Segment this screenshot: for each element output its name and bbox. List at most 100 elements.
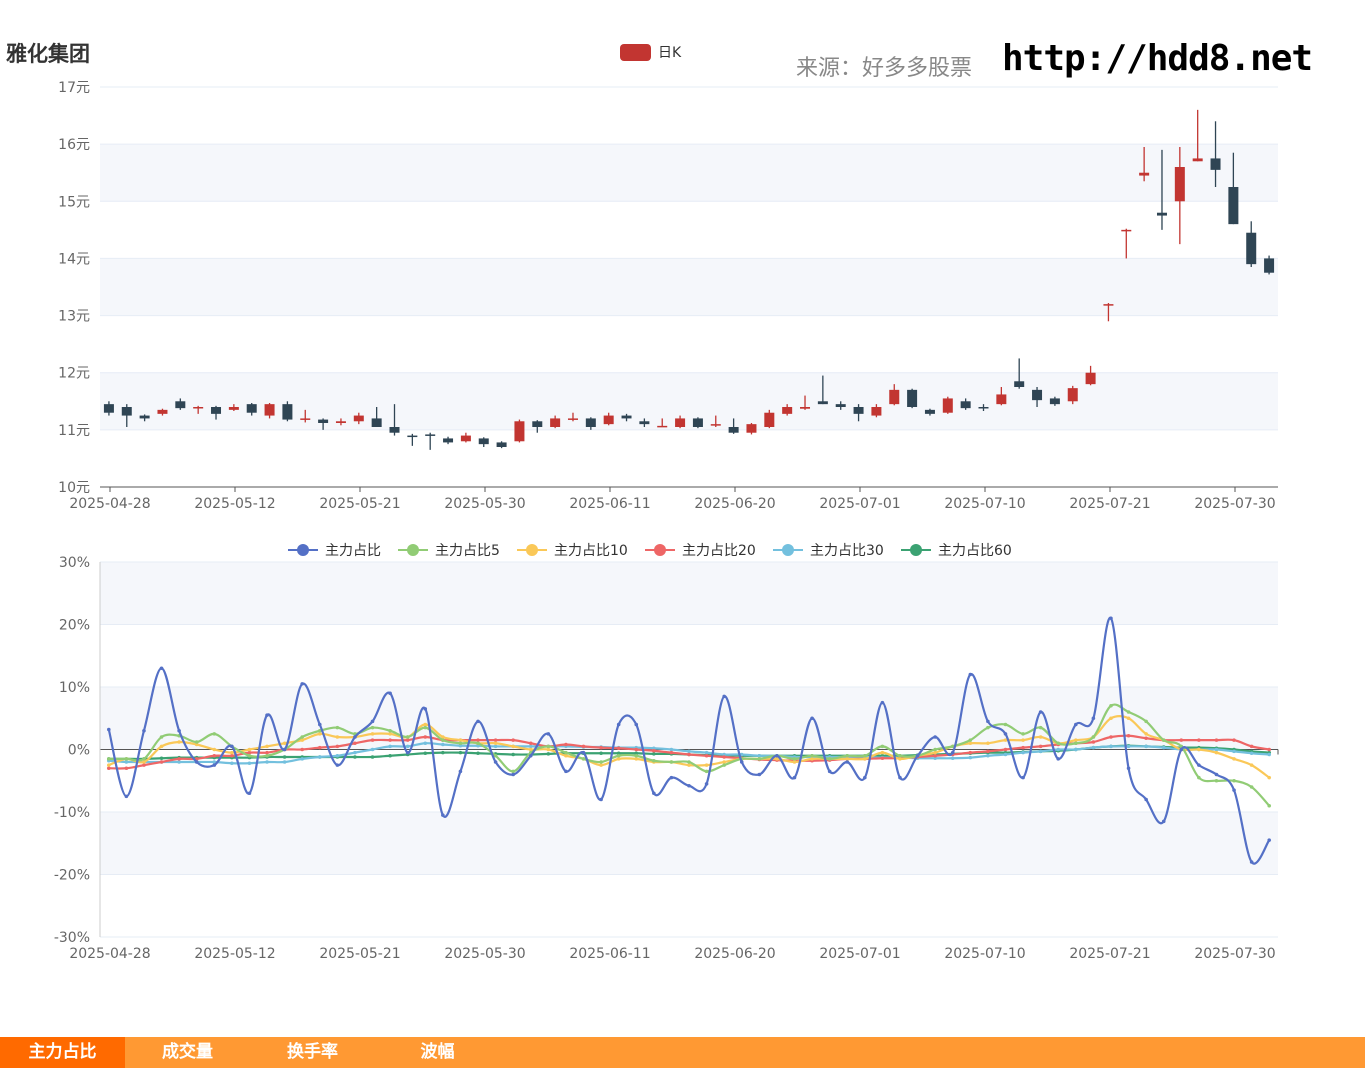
series-point-2 — [1038, 735, 1043, 739]
series-point-3 — [933, 753, 937, 758]
series-point-3 — [564, 742, 568, 747]
x-tick-label: 2025-07-01 — [819, 946, 900, 962]
series-point-0 — [1091, 716, 1096, 721]
candle-body — [228, 407, 239, 410]
candle-body — [353, 415, 364, 422]
candle-body — [782, 407, 793, 414]
series-point-5 — [616, 751, 621, 756]
y-tick-label: -20% — [54, 868, 90, 884]
candle-body — [193, 407, 204, 409]
series-point-3 — [265, 750, 269, 755]
series-point-1 — [792, 757, 797, 761]
series-point-1 — [1161, 738, 1166, 742]
series-point-1 — [845, 753, 850, 758]
series-point-3 — [599, 745, 603, 750]
series-point-0 — [1232, 788, 1236, 792]
candle-body — [585, 418, 596, 427]
candle-body — [1032, 389, 1043, 401]
series-point-1 — [704, 769, 709, 774]
series-point-2 — [317, 732, 322, 736]
series-point-1 — [476, 741, 480, 746]
candle-body — [425, 434, 436, 436]
candle-body — [746, 424, 757, 433]
candle-body — [300, 418, 311, 420]
series-point-4 — [1144, 744, 1148, 749]
series-point-2 — [212, 747, 217, 752]
candle-body — [282, 404, 293, 420]
series-point-4 — [986, 753, 990, 758]
series-point-0 — [1249, 860, 1254, 864]
candle-body — [1085, 372, 1096, 385]
series-point-4 — [1109, 744, 1113, 749]
grid-band — [100, 144, 1278, 202]
stock-title: 雅化集团 — [6, 42, 90, 66]
series-point-2 — [599, 763, 603, 767]
series-point-1 — [388, 728, 392, 733]
series-point-3 — [1144, 736, 1148, 741]
candle-body — [550, 418, 561, 427]
series-point-4 — [317, 755, 322, 759]
series-point-4 — [441, 742, 445, 747]
candle-body — [496, 442, 507, 447]
candle-body — [514, 421, 525, 442]
tab-turnover-rate[interactable]: 换手率 — [287, 1042, 338, 1062]
series-point-4 — [739, 752, 744, 757]
series-point-2 — [1267, 775, 1272, 780]
legend-marker-4 — [782, 544, 794, 556]
x-tick-label: 2025-07-30 — [1194, 496, 1275, 512]
site-url: http://hdd8.net — [1002, 38, 1313, 79]
series-point-0 — [1109, 616, 1113, 621]
x-tick-label: 2025-07-10 — [944, 496, 1025, 512]
series-point-1 — [722, 763, 726, 767]
series-point-1 — [265, 753, 269, 758]
candle-body — [264, 404, 275, 416]
legend-label-0: 主力占比 — [325, 543, 381, 559]
series-point-2 — [933, 750, 937, 755]
series-point-3 — [106, 766, 111, 771]
series-point-4 — [247, 761, 252, 766]
series-point-4 — [757, 753, 762, 758]
candle-body — [318, 419, 329, 423]
series-point-5 — [159, 756, 164, 761]
y-tick-label: 20% — [59, 618, 90, 634]
source-label: 来源：好多多股票 — [796, 56, 973, 81]
series-point-0 — [247, 791, 252, 796]
series-point-1 — [300, 735, 304, 739]
series-point-5 — [282, 755, 287, 759]
candle-body — [139, 415, 150, 419]
candle-body — [1246, 232, 1257, 265]
candle-body — [532, 421, 543, 427]
series-point-4 — [212, 760, 217, 764]
series-point-0 — [441, 813, 445, 817]
candle-body — [371, 418, 382, 427]
grid-band — [100, 812, 1278, 875]
series-point-1 — [616, 753, 621, 758]
candle-body — [621, 415, 632, 419]
tab-amplitude[interactable]: 波幅 — [420, 1042, 455, 1062]
legend-marker-1 — [407, 544, 419, 556]
series-point-5 — [546, 752, 551, 756]
series-point-3 — [388, 738, 392, 742]
series-point-2 — [423, 722, 428, 727]
series-point-3 — [142, 763, 146, 767]
series-point-5 — [370, 755, 375, 759]
candle-body — [1174, 167, 1185, 202]
series-point-0 — [933, 735, 937, 739]
series-point-5 — [511, 752, 515, 757]
x-tick-label: 2025-07-10 — [944, 946, 1025, 962]
bottom-tab-bar: 主力占比 成交量 换手率 波幅 — [0, 1037, 1365, 1068]
tab-volume[interactable]: 成交量 — [162, 1042, 213, 1062]
candle-body — [1139, 172, 1150, 176]
candle-body — [924, 409, 935, 414]
series-point-0 — [757, 772, 762, 777]
candle-body — [728, 427, 739, 433]
series-point-4 — [353, 750, 357, 755]
x-tick-label: 2025-04-28 — [69, 946, 150, 962]
x-tick-label: 2025-07-30 — [1194, 946, 1275, 962]
series-point-0 — [1214, 772, 1219, 777]
tab-main-force-ratio[interactable]: 主力占比 — [0, 1037, 125, 1068]
series-point-0 — [142, 728, 146, 733]
legend-marker-5 — [910, 544, 922, 556]
candle-body — [675, 418, 686, 427]
series-point-3 — [581, 744, 586, 749]
